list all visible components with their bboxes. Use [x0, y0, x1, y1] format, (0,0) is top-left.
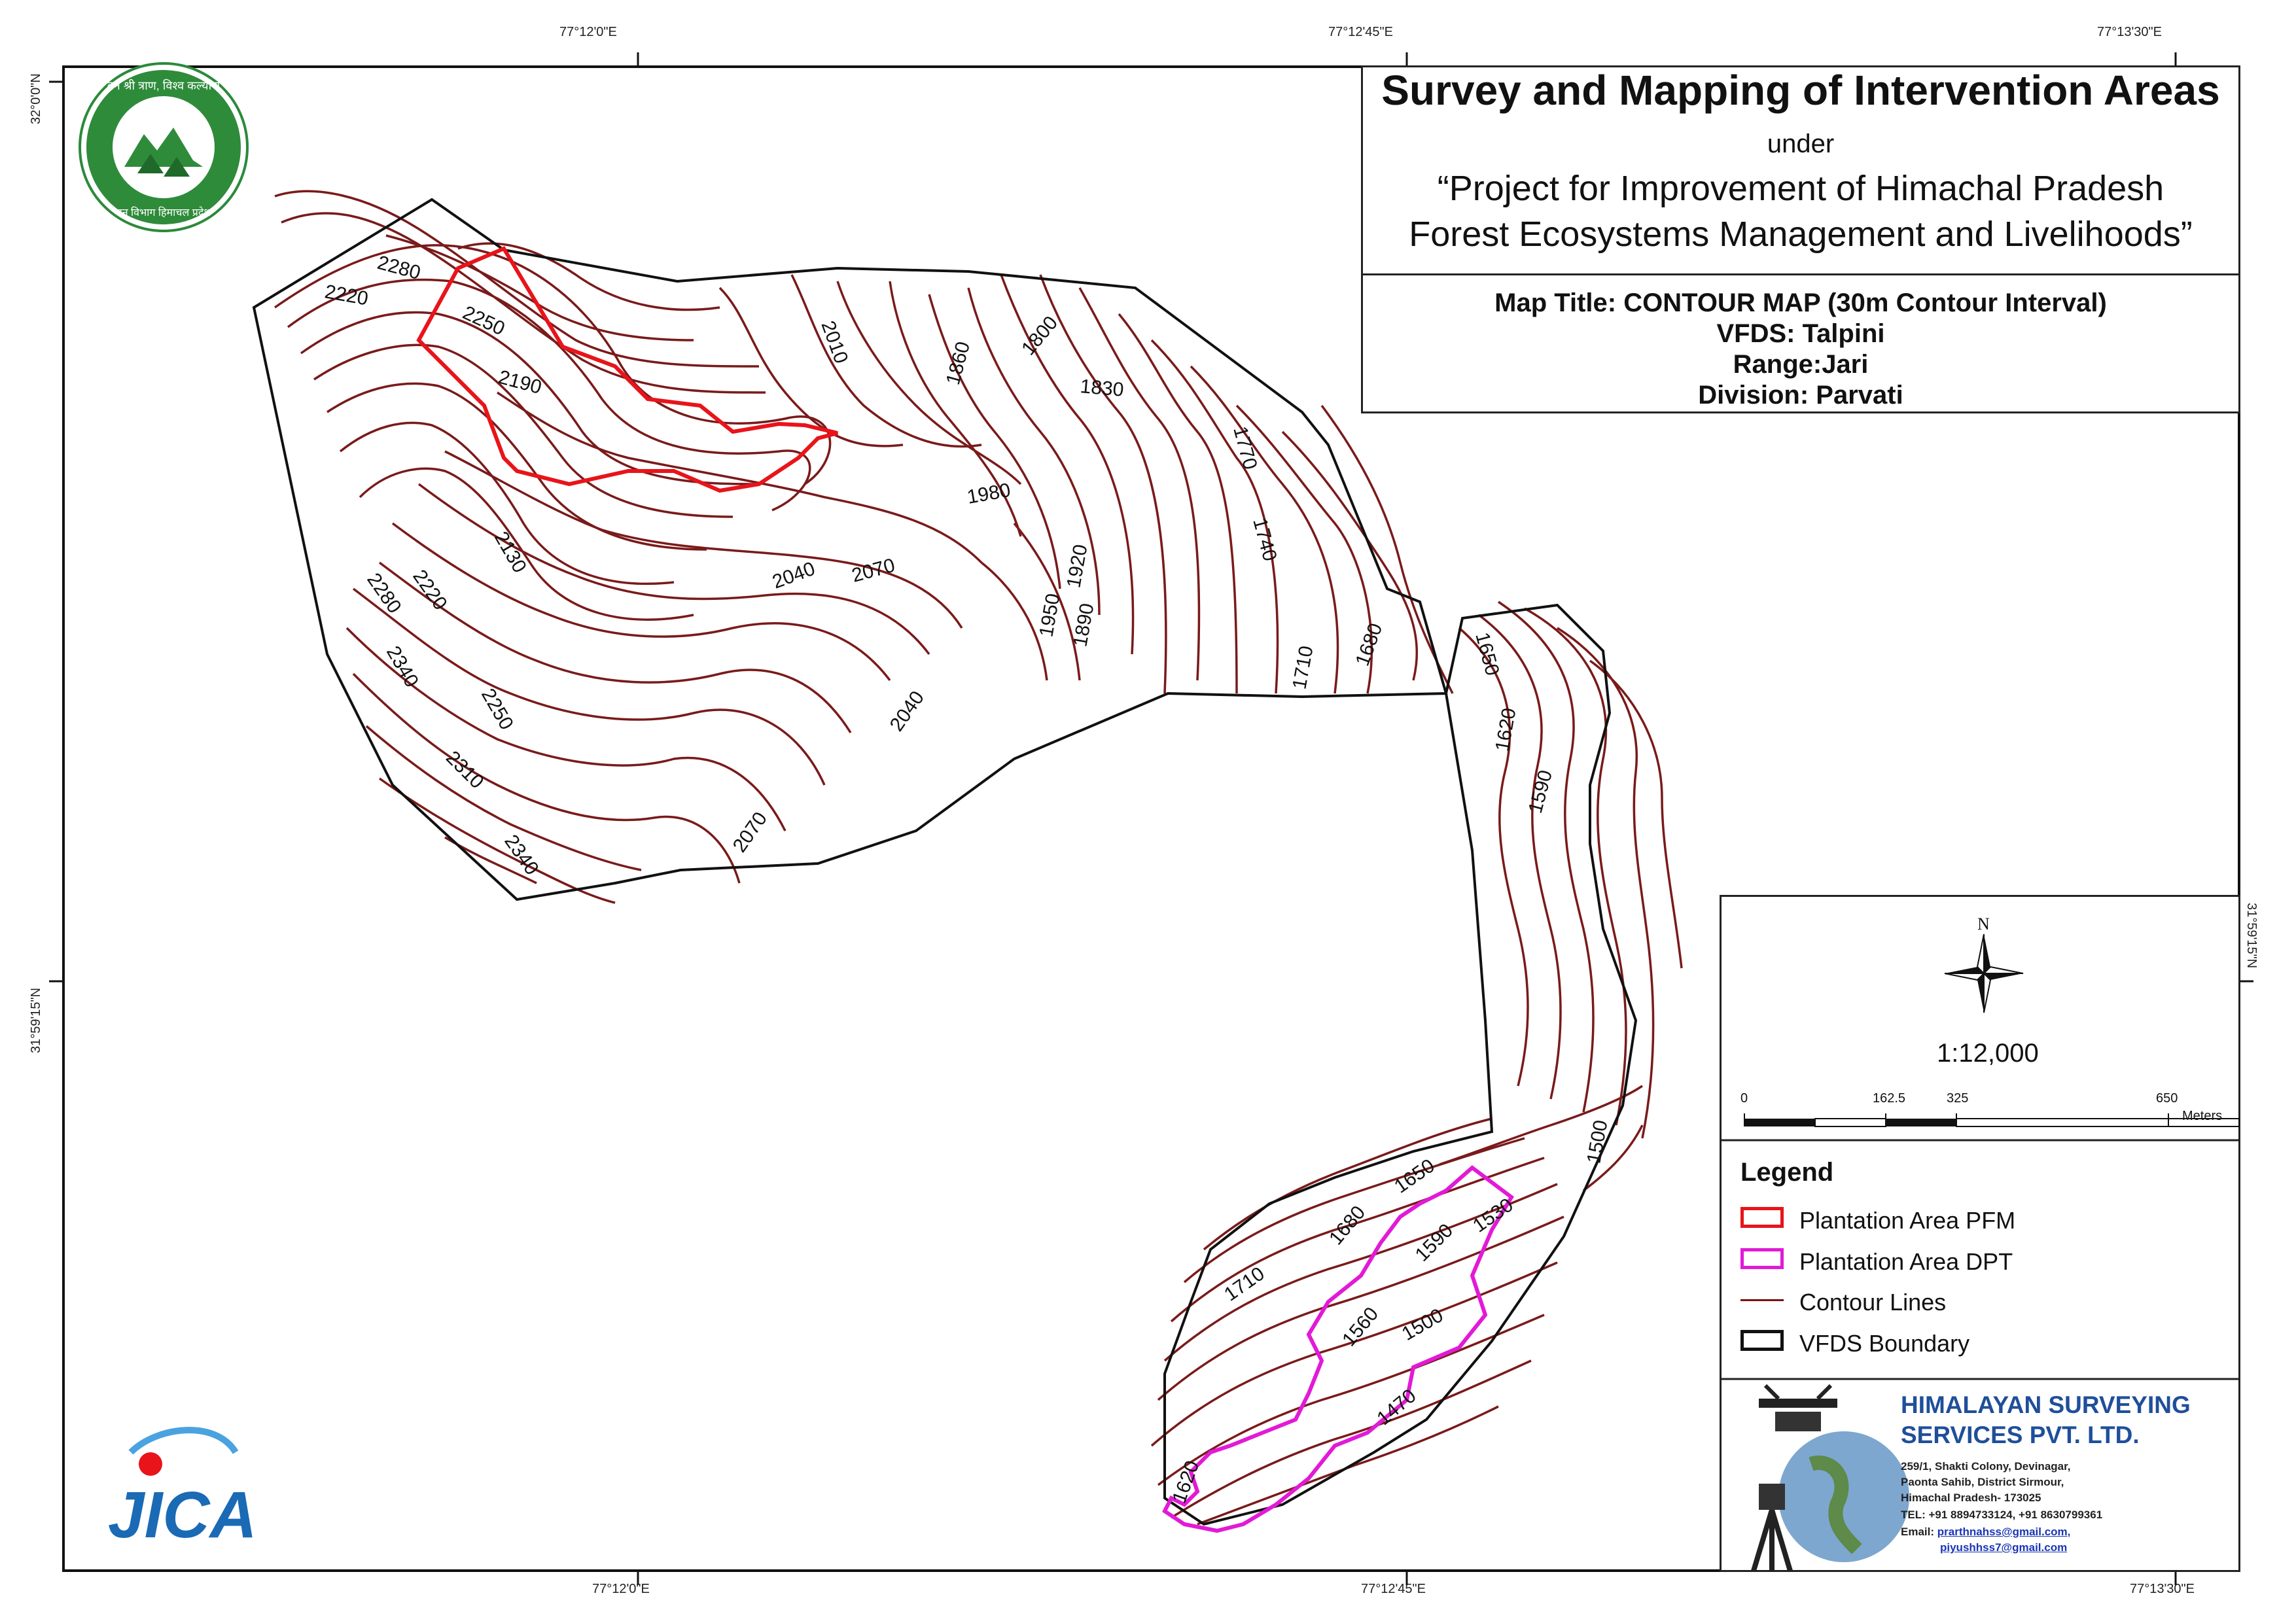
- email-link-1[interactable]: prarthnahss@gmail.com,: [1937, 1526, 2071, 1538]
- map-title: Map Title: CONTOUR MAP (30m Contour Inte…: [1494, 288, 2107, 317]
- range-name: Range:Jari: [1733, 350, 1869, 379]
- legend-swatch: [1740, 1207, 1784, 1228]
- north-arrow-icon: [1944, 934, 2024, 1013]
- contour-label: 1620: [1169, 1457, 1204, 1506]
- contour-label: 2040: [886, 687, 928, 735]
- side-panel-graphics: [1720, 934, 2240, 1572]
- contour-label: 2220: [323, 281, 370, 309]
- contour-label: 2070: [729, 808, 771, 856]
- legend-label: VFDS Boundary: [1799, 1330, 1970, 1357]
- plantation-pfm: [416, 246, 838, 493]
- project-title: “Project for Improvement of Himachal Pra…: [1363, 166, 2238, 257]
- scale-tick-2: 325: [1947, 1091, 1969, 1106]
- contour-label: 1680: [1325, 1202, 1369, 1249]
- vfds-boundary: [252, 198, 1638, 1526]
- contour-label: 2250: [477, 685, 518, 733]
- map-frame: [62, 65, 2240, 1572]
- company-email-2: piyushhss7@gmail.com: [1940, 1541, 2067, 1554]
- legend-label: Contour Lines: [1799, 1289, 1947, 1316]
- forest-dept-text: वन विभाग हिमाचल प्रदेश: [116, 206, 212, 218]
- company-tel: TEL: +91 8894733124, +91 8630799361: [1901, 1509, 2103, 1521]
- contour-label: 1830: [1079, 375, 1124, 401]
- graticule-bottom-1: 77°12'0"E: [592, 1582, 650, 1596]
- contour-label: 1920: [1063, 543, 1091, 589]
- legend-swatch: [1740, 1248, 1784, 1269]
- email-label: Email:: [1901, 1526, 1935, 1538]
- project-title-line1: “Project for Improvement of Himachal Pra…: [1437, 169, 2164, 208]
- scale-tick-0: 0: [1740, 1091, 1748, 1106]
- graticule-bottom-3: 77°13'30"E: [2130, 1582, 2195, 1596]
- graticule-bottom-2: 77°12'45"E: [1361, 1582, 1426, 1596]
- contour-label: 1950: [1035, 592, 1064, 638]
- contour-label: 1890: [1069, 602, 1098, 648]
- jica-logo: JICA: [108, 1427, 257, 1552]
- division-name: Division: Parvati: [1698, 381, 1903, 410]
- company-email: Email: prarthnahss@gmail.com,: [1901, 1526, 2070, 1539]
- title-block: Survey and Mapping of Intervention Areas…: [1361, 65, 2240, 413]
- graticule-top-3: 77°13'30"E: [2097, 25, 2162, 39]
- company-name-line2: SERVICES PVT. LTD.: [1901, 1422, 2140, 1448]
- contour-lines-north: [274, 190, 1454, 904]
- company-name: HIMALAYAN SURVEYING SERVICES PVT. LTD.: [1901, 1390, 2191, 1450]
- scale-unit: Meters: [2182, 1109, 2223, 1123]
- contour-label: 2190: [496, 366, 544, 398]
- contour-label: 1980: [965, 480, 1012, 508]
- company-address-2: Paonta Sahib, District Sirmour,: [1901, 1476, 2064, 1488]
- title-divider: [1363, 273, 2238, 275]
- email-link-2[interactable]: piyushhss7@gmail.com: [1940, 1541, 2068, 1554]
- legend-label: Plantation Area PFM: [1799, 1207, 2016, 1234]
- plantation-dpt: [1162, 1165, 1514, 1533]
- contour-label: 1590: [1525, 768, 1557, 816]
- contour-label: 1650: [1471, 630, 1503, 678]
- graticule-ticks: [49, 52, 2253, 1585]
- contour-label: 1650: [1390, 1155, 1439, 1197]
- scale-ratio: 1:12,000: [1937, 1039, 2039, 1068]
- contour-label: 1500: [1398, 1304, 1447, 1345]
- scale-bar: [1744, 1113, 2240, 1127]
- contour-label: 1620: [1491, 707, 1520, 753]
- company-address-1: 259/1, Shakti Colony, Devinagar,: [1901, 1460, 2071, 1473]
- legend-label: Plantation Area DPT: [1799, 1248, 2013, 1275]
- legend-swatch: [1740, 1291, 1784, 1304]
- scale-tick-1: 162.5: [1873, 1091, 1906, 1106]
- contour-label: 1740: [1248, 515, 1280, 563]
- contour-label: 1770: [1229, 424, 1261, 472]
- scale-tick-3: 650: [2156, 1091, 2178, 1106]
- contour-label: 2280: [375, 252, 423, 284]
- map-main-title: Survey and Mapping of Intervention Areas: [1381, 67, 2220, 114]
- forest-motto: वन श्री त्राण, विश्व कल्याण: [107, 79, 221, 92]
- company-address-3: Himachal Pradesh- 173025: [1901, 1492, 2041, 1504]
- contour-label: 1710: [1288, 644, 1317, 691]
- jica-text: JICA: [108, 1478, 257, 1552]
- title-under: under: [1767, 130, 1835, 158]
- contour-label: 2040: [769, 558, 818, 593]
- legend-swatch: [1740, 1330, 1784, 1351]
- contour-label: 2250: [459, 302, 508, 340]
- contour-label: 1800: [1017, 312, 1062, 359]
- company-name-line1: HIMALAYAN SURVEYING: [1901, 1391, 2191, 1418]
- forest-dept-logo: वन श्री त्राण, विश्व कल्याण वन विभाग हिम…: [79, 62, 249, 232]
- contour-label: 1500: [1583, 1119, 1612, 1165]
- contour-label: 1560: [1338, 1303, 1383, 1350]
- project-title-line2: Forest Ecosystems Management and Livelih…: [1409, 215, 2193, 254]
- contour-lines-south: [1150, 601, 1683, 1526]
- graticule-top-1: 77°12'0"E: [559, 25, 617, 39]
- vfds-name: VFDS: Talpini: [1716, 319, 1885, 348]
- legend-title: Legend: [1740, 1158, 1834, 1187]
- contour-label: 2310: [442, 747, 488, 794]
- company-logo: [1750, 1384, 1909, 1572]
- graticule-top-2: 77°12'45"E: [1328, 25, 1393, 39]
- contour-label: 1680: [1352, 620, 1387, 669]
- north-label: N: [1977, 915, 1990, 934]
- contour-label: 2070: [849, 555, 897, 587]
